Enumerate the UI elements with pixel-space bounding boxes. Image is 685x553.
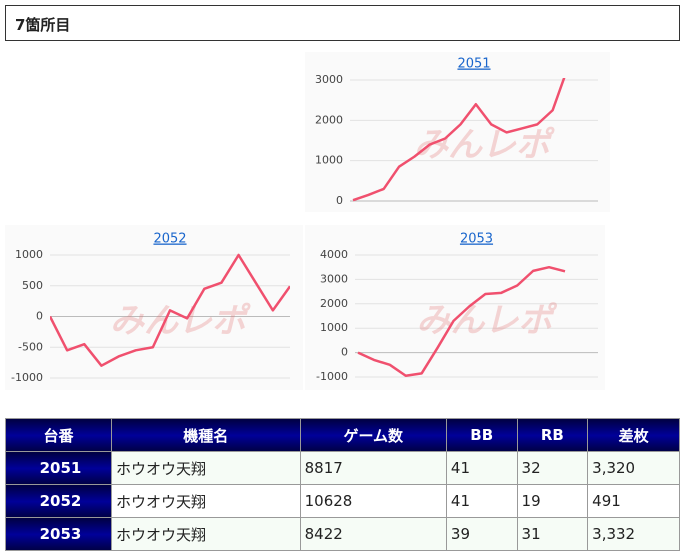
header: 7箇所目 xyxy=(5,5,680,41)
cell: 19 xyxy=(516,484,589,518)
y-tick-label: 3000 xyxy=(320,272,348,285)
chart-background xyxy=(5,225,303,390)
y-tick-label: 1000 xyxy=(320,321,348,334)
y-tick-label: -1000 xyxy=(316,370,348,383)
watermark: みんレポ xyxy=(414,125,555,165)
y-tick-label: -500 xyxy=(18,340,43,353)
y-tick-label: 0 xyxy=(341,346,348,359)
machine-number: 2051 xyxy=(5,451,112,485)
cell: 3,332 xyxy=(587,517,680,551)
header-cell: ゲーム数 xyxy=(299,418,447,452)
cell: ホウオウ天翔 xyxy=(110,451,301,485)
header-cell: 差枚 xyxy=(587,418,680,452)
line xyxy=(357,265,566,378)
header-title: 7箇所目 xyxy=(15,16,71,34)
cell: 32 xyxy=(516,451,589,485)
chart-title[interactable]: 2052 xyxy=(153,232,186,247)
cell: ホウオウ天翔 xyxy=(110,517,301,551)
y-tick-label: -1000 xyxy=(11,371,43,384)
header-cell: RB xyxy=(516,418,589,452)
y-tick-label: 4000 xyxy=(320,248,348,261)
row: 2053 ホウオウ天翔 8422 39 31 3,332 xyxy=(5,517,680,551)
line xyxy=(50,253,290,367)
line xyxy=(352,78,566,202)
cell: 41 xyxy=(445,451,518,485)
chart-background xyxy=(305,52,610,212)
y-tick-label: 0 xyxy=(336,194,343,207)
y-tick-label: 1000 xyxy=(315,154,343,167)
y-tick-label: 2000 xyxy=(320,297,348,310)
watermark: みんレポ xyxy=(110,301,251,341)
watermark: みんレポ xyxy=(417,301,558,341)
table: 台番 機種名 ゲーム数 BB RB 差枚 2051 ホウオウ天翔 8817 41 32 3,320 2… xyxy=(5,418,680,551)
charts: 2051 0 1000 2000 3000 みんレポ 2052 -1000 -500 0 500 10… xyxy=(5,52,610,390)
y-tick-label: 500 xyxy=(22,279,43,292)
chart-title[interactable]: 2053 xyxy=(460,232,493,247)
cell: 8422 xyxy=(299,517,447,551)
chart-title[interactable]: 2051 xyxy=(457,57,490,72)
machine-number: 2052 xyxy=(5,484,112,518)
y-tick-label: 3000 xyxy=(315,73,343,86)
table-body: 2051 ホウオウ天翔 8817 41 32 3,320 2052 ホウオウ天翔 10628 41… xyxy=(5,451,680,551)
header-cell: BB xyxy=(445,418,518,452)
y-tick-label: 1000 xyxy=(15,248,43,261)
header-row: 台番 機種名 ゲーム数 BB RB 差枚 xyxy=(5,418,680,452)
cell: 31 xyxy=(516,517,589,551)
y-tick-label: 0 xyxy=(36,310,43,323)
header-cell: 機種名 xyxy=(110,418,301,452)
header-cell: 台番 xyxy=(5,418,112,452)
cell: ホウオウ天翔 xyxy=(110,484,301,518)
row: 2052 ホウオウ天翔 10628 41 19 491 xyxy=(5,484,680,518)
cell: 41 xyxy=(445,484,518,518)
row: 2051 ホウオウ天翔 8817 41 32 3,320 xyxy=(5,451,680,485)
cell: 10628 xyxy=(299,484,447,518)
cell: 3,320 xyxy=(587,451,680,485)
y-tick-label: 2000 xyxy=(315,113,343,126)
cell: 491 xyxy=(587,484,680,518)
chart-background xyxy=(305,225,605,390)
cell: 39 xyxy=(445,517,518,551)
machine-number: 2053 xyxy=(5,517,112,551)
cell: 8817 xyxy=(299,451,447,485)
